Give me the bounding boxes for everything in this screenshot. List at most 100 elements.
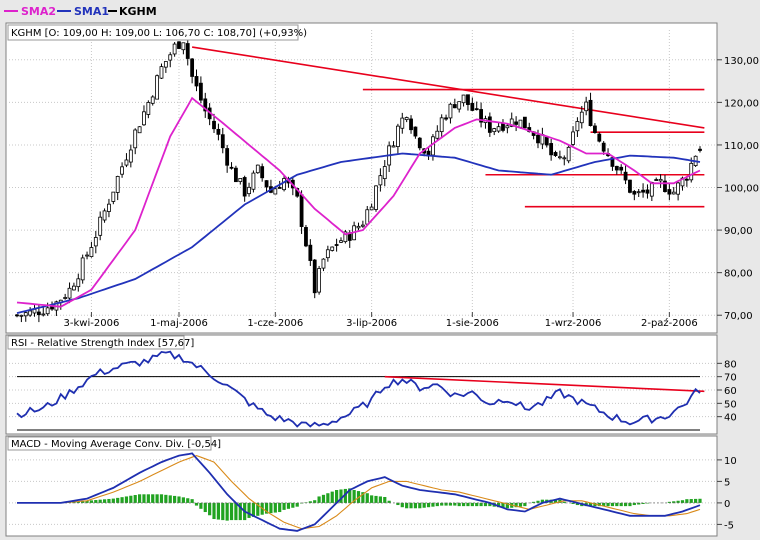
macd-histogram-bar bbox=[322, 495, 325, 503]
candle-body bbox=[650, 182, 653, 196]
price-x-tick-label: 3-lip-2006 bbox=[346, 318, 397, 329]
candle-body bbox=[142, 112, 145, 125]
price-x-tick-label: 1-sie-2006 bbox=[446, 318, 499, 329]
price-axis-tick-label: 130,00 bbox=[724, 56, 759, 67]
candle-body bbox=[690, 163, 693, 179]
macd-histogram-bar bbox=[173, 496, 176, 503]
price-candle bbox=[138, 126, 141, 133]
candle-body bbox=[589, 100, 592, 125]
macd-axis-tick-label: 10 bbox=[724, 456, 737, 467]
candle-body bbox=[637, 192, 640, 193]
legend-item-kghm[interactable]: KGHM bbox=[108, 5, 157, 18]
macd-histogram-bar bbox=[274, 503, 277, 513]
macd-histogram-bar bbox=[177, 496, 180, 502]
candle-body bbox=[642, 190, 645, 192]
macd-histogram-bar bbox=[156, 494, 159, 503]
candle-body bbox=[375, 186, 378, 210]
candle-body bbox=[466, 95, 469, 105]
candle-body bbox=[506, 126, 509, 128]
macd-histogram-bar bbox=[523, 503, 526, 506]
candle-body bbox=[462, 95, 465, 103]
candle-body bbox=[431, 137, 434, 155]
candle-body bbox=[471, 103, 474, 110]
legend-label-kghm: KGHM bbox=[119, 5, 157, 18]
price-axis-tick-label: 100,00 bbox=[724, 184, 759, 195]
candle-body bbox=[248, 187, 251, 193]
macd-panel bbox=[6, 436, 717, 536]
candle-body bbox=[221, 135, 224, 148]
macd-histogram-bar bbox=[103, 499, 106, 503]
legend-item-sma2[interactable]: SMA2 bbox=[4, 5, 56, 18]
legend: SMA2 SMA1 KGHM bbox=[4, 5, 157, 18]
candle-body bbox=[195, 76, 198, 86]
macd-histogram-bar bbox=[217, 503, 220, 520]
candle-body bbox=[177, 42, 180, 49]
price-candle bbox=[234, 166, 237, 182]
price-axis-tick-label: 70,00 bbox=[724, 311, 753, 322]
candle-body bbox=[615, 166, 618, 170]
macd-histogram-bar bbox=[685, 499, 688, 503]
macd-histogram-bar bbox=[615, 503, 618, 506]
macd-histogram-bar bbox=[116, 498, 119, 503]
candle-body bbox=[501, 124, 504, 131]
macd-histogram-bar bbox=[694, 499, 697, 503]
price-x-tick-label: 1-cze-2006 bbox=[247, 318, 303, 329]
macd-histogram-bar bbox=[269, 503, 272, 513]
macd-histogram-bar bbox=[383, 497, 386, 503]
macd-histogram-bar bbox=[234, 503, 237, 520]
macd-histogram-bar bbox=[287, 503, 290, 509]
macd-histogram-bar bbox=[462, 503, 465, 506]
candle-body bbox=[523, 117, 526, 128]
macd-histogram-bar bbox=[191, 499, 194, 503]
macd-histogram-bar bbox=[418, 503, 421, 508]
candle-body bbox=[99, 217, 102, 235]
macd-histogram-bar bbox=[313, 500, 316, 503]
candle-body bbox=[598, 134, 601, 141]
candle-body bbox=[230, 167, 233, 168]
price-candle bbox=[375, 185, 378, 212]
macd-histogram-bar bbox=[611, 503, 614, 506]
candle-body bbox=[493, 129, 496, 132]
price-x-tick-label: 1-wrz-2006 bbox=[545, 318, 602, 329]
price-axis-tick-label: 80,00 bbox=[724, 269, 753, 280]
macd-histogram-bar bbox=[681, 500, 684, 503]
macd-axis-tick-label: 5 bbox=[724, 477, 730, 488]
candle-body bbox=[318, 268, 321, 292]
candle-body bbox=[519, 120, 522, 127]
candle-body bbox=[322, 259, 325, 268]
price-axis-tick-label: 120,00 bbox=[724, 98, 759, 109]
macd-histogram-bar bbox=[120, 497, 123, 503]
candle-body bbox=[646, 190, 649, 193]
macd-histogram-bar bbox=[94, 500, 97, 503]
candle-body bbox=[20, 315, 23, 316]
candle-body bbox=[112, 192, 115, 201]
candle-body bbox=[405, 118, 408, 120]
legend-item-sma1[interactable]: SMA1 bbox=[57, 5, 109, 18]
macd-histogram-bar bbox=[458, 503, 461, 506]
rsi-title: RSI - Relative Strength Index [57,67] bbox=[11, 338, 194, 349]
candle-body bbox=[125, 160, 128, 165]
candle-body bbox=[309, 245, 312, 260]
candle-body bbox=[77, 279, 80, 287]
macd-histogram-bar bbox=[475, 503, 478, 506]
macd-histogram-bar bbox=[221, 503, 224, 520]
candle-body bbox=[414, 127, 417, 136]
candle-body bbox=[576, 122, 579, 131]
candle-body bbox=[68, 288, 71, 298]
candle-body bbox=[392, 146, 395, 147]
candle-body bbox=[515, 122, 518, 124]
candle-body bbox=[72, 286, 75, 290]
candle-body bbox=[567, 147, 570, 160]
candle-body bbox=[173, 44, 176, 54]
candle-body bbox=[239, 178, 242, 181]
macd-histogram-bar bbox=[160, 494, 163, 503]
macd-histogram-bar bbox=[536, 501, 539, 503]
price-candle bbox=[523, 117, 526, 128]
candle-body bbox=[361, 225, 364, 226]
legend-label-sma1: SMA1 bbox=[74, 5, 109, 18]
candle-body bbox=[335, 245, 338, 246]
candle-body bbox=[252, 173, 255, 189]
candle-body bbox=[217, 129, 220, 134]
macd-histogram-bar bbox=[90, 500, 93, 503]
candle-body bbox=[42, 314, 45, 315]
